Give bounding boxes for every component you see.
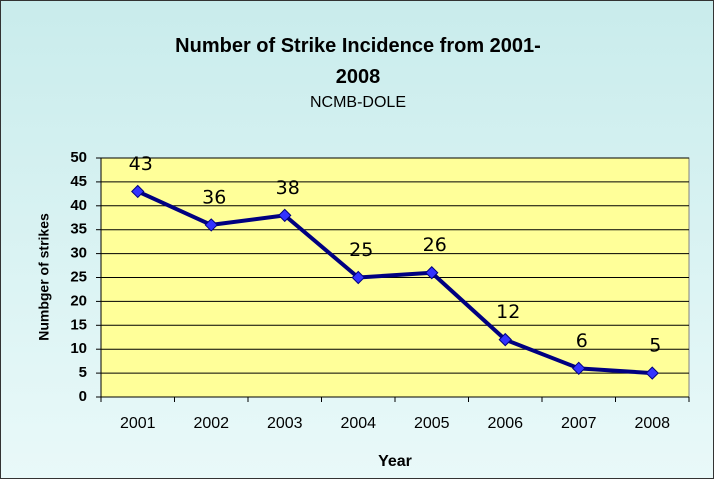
data-label: 6	[576, 330, 588, 352]
marker	[131, 184, 145, 199]
marker	[351, 270, 365, 285]
marker	[498, 332, 512, 347]
data-label: 26	[423, 234, 447, 256]
marker	[425, 266, 439, 280]
y-tick-label: 20	[70, 292, 87, 309]
data-label: 25	[349, 239, 373, 261]
x-tick-label: 2006	[487, 415, 523, 432]
x-tick-label: 2002	[193, 415, 229, 432]
y-tick-label: 0	[79, 388, 87, 405]
x-tick-label: 2001	[120, 415, 156, 432]
y-tick-label: 15	[70, 316, 87, 333]
y-tick-label: 40	[70, 197, 87, 214]
y-tick-label: 35	[70, 221, 87, 238]
marker	[204, 218, 218, 232]
x-tick-label: 2007	[561, 415, 597, 432]
x-tick-label: 2003	[267, 415, 303, 432]
y-tick-label: 10	[70, 340, 87, 357]
x-axis-label: Year	[378, 453, 412, 470]
y-axis-label: Numbger of strikes	[36, 213, 52, 341]
data-label: 43	[129, 153, 153, 175]
y-tick-label: 5	[79, 364, 87, 381]
x-tick-label: 2004	[340, 415, 376, 432]
marker	[645, 366, 659, 380]
chart-subtitle: NCMB-DOLE	[309, 94, 406, 111]
y-tick-label: 50	[70, 149, 87, 166]
y-tick-label: 25	[70, 268, 87, 285]
chart-title: Number of Strike Incidence from 2001-200…	[175, 35, 541, 88]
x-tick-label: 2005	[414, 415, 450, 432]
data-label: 5	[649, 335, 661, 357]
y-tick-label: 45	[70, 173, 87, 190]
data-label: 12	[496, 301, 520, 323]
data-label: 38	[276, 177, 300, 199]
data-label: 36	[202, 186, 226, 208]
line	[136, 189, 653, 376]
x-tick-label: 2008	[634, 415, 670, 432]
y-tick-label: 30	[70, 245, 87, 262]
marker	[572, 361, 586, 376]
marker	[278, 208, 292, 223]
